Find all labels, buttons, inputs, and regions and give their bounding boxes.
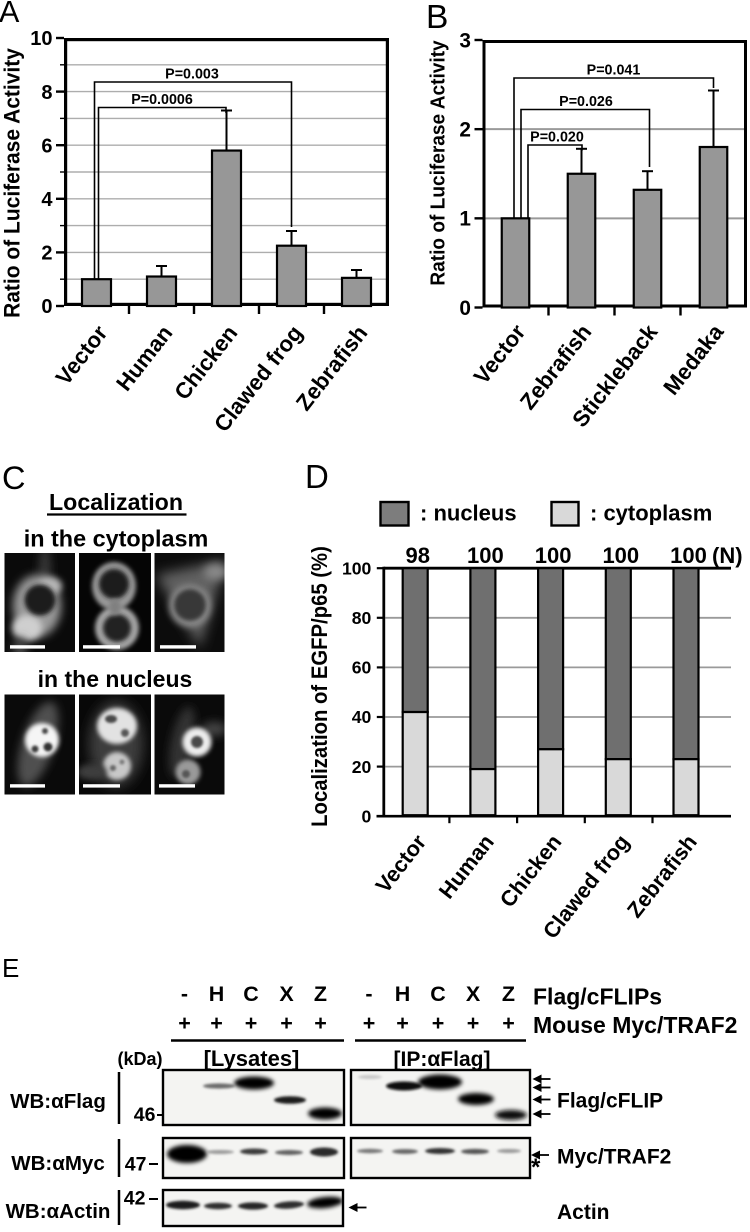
svg-text:X: X <box>279 982 294 1006</box>
svg-text:+: + <box>363 1011 376 1035</box>
svg-text:P=0.003: P=0.003 <box>165 67 219 83</box>
svg-text:46: 46 <box>134 1104 156 1126</box>
svg-text:-: - <box>365 982 372 1006</box>
svg-text:Z: Z <box>314 982 327 1006</box>
svg-text:Ratio of Luciferase Activity: Ratio of Luciferase Activity <box>0 48 25 318</box>
svg-text:+: + <box>467 1011 480 1035</box>
svg-text:60: 60 <box>352 658 372 678</box>
svg-text:6: 6 <box>41 135 52 157</box>
svg-text:P=0.020: P=0.020 <box>530 130 584 146</box>
svg-text:20: 20 <box>352 757 372 777</box>
svg-text:(kDa): (kDa) <box>117 1049 162 1069</box>
svg-text:Myc/TRAF2: Myc/TRAF2 <box>557 1146 671 1169</box>
svg-text:Localization of EGFP/p65 (%): Localization of EGFP/p65 (%) <box>307 546 332 827</box>
svg-text:+: + <box>210 1011 223 1035</box>
svg-text:C: C <box>243 982 259 1006</box>
svg-text:+: + <box>396 1011 409 1035</box>
svg-text:Actin: Actin <box>557 1201 610 1224</box>
svg-text:Localization: Localization <box>49 489 183 515</box>
svg-text:2: 2 <box>459 118 471 141</box>
svg-text:2: 2 <box>41 243 52 265</box>
svg-text:P=0.041: P=0.041 <box>587 63 641 79</box>
svg-text:100: 100 <box>670 543 707 568</box>
svg-text:100: 100 <box>467 543 504 568</box>
svg-text:1: 1 <box>459 208 471 231</box>
svg-text:Mouse Myc/TRAF2: Mouse Myc/TRAF2 <box>533 1012 737 1038</box>
svg-text:WB:αMyc: WB:αMyc <box>11 1152 104 1175</box>
svg-text:47: 47 <box>125 1154 147 1176</box>
svg-text:B: B <box>426 0 448 36</box>
svg-text:100: 100 <box>602 543 639 568</box>
svg-text:+: + <box>432 1011 445 1035</box>
svg-text:A: A <box>0 0 20 29</box>
svg-text:E: E <box>2 953 19 983</box>
svg-text:P=0.026: P=0.026 <box>559 94 613 110</box>
svg-text:100: 100 <box>535 543 572 568</box>
svg-text:0: 0 <box>41 296 52 318</box>
svg-text:-: - <box>181 982 188 1006</box>
svg-text:10: 10 <box>30 28 52 50</box>
svg-text:in the cytoplasm: in the cytoplasm <box>24 526 209 552</box>
svg-text:(N): (N) <box>712 543 743 568</box>
svg-text:3: 3 <box>459 29 471 52</box>
svg-text:+: + <box>245 1011 258 1035</box>
svg-text:+: + <box>280 1011 293 1035</box>
svg-text:+: + <box>502 1011 515 1035</box>
svg-text:Flag/cFLIP: Flag/cFLIP <box>557 1090 663 1113</box>
svg-text:+: + <box>314 1011 327 1035</box>
svg-text:[IP:αFlag]: [IP:αFlag] <box>394 1048 491 1071</box>
svg-text:0: 0 <box>362 806 372 826</box>
svg-text:80: 80 <box>352 608 372 628</box>
svg-text:H: H <box>395 982 411 1006</box>
svg-text:42: 42 <box>124 1188 146 1210</box>
svg-text:Flag/cFLIPs: Flag/cFLIPs <box>533 984 662 1010</box>
svg-text:100: 100 <box>342 558 372 578</box>
svg-text:Z: Z <box>502 982 515 1006</box>
svg-text:Ratio of Luciferase Activity: Ratio of Luciferase Activity <box>427 40 450 285</box>
svg-text:8: 8 <box>41 82 52 104</box>
svg-text:0: 0 <box>459 297 471 320</box>
svg-text:H: H <box>209 982 225 1006</box>
svg-text:98: 98 <box>405 543 429 568</box>
svg-text:C: C <box>2 460 25 496</box>
svg-text:WB:αFlag: WB:αFlag <box>10 1090 106 1113</box>
svg-text:P=0.0006: P=0.0006 <box>131 92 193 108</box>
svg-text:[Lysates]: [Lysates] <box>204 1046 300 1071</box>
svg-text:D: D <box>305 458 329 495</box>
svg-text:+: + <box>178 1011 191 1035</box>
svg-text:in the nucleus: in the nucleus <box>38 666 193 692</box>
svg-text:4: 4 <box>41 189 53 211</box>
svg-text:*: * <box>531 1154 541 1181</box>
svg-text:WB:αActin: WB:αActin <box>6 1200 111 1223</box>
svg-text:40: 40 <box>352 707 372 727</box>
svg-text:: nucleus: : nucleus <box>420 501 517 526</box>
svg-text:: cytoplasm: : cytoplasm <box>590 501 712 526</box>
svg-text:X: X <box>466 982 481 1006</box>
svg-text:C: C <box>430 982 446 1006</box>
